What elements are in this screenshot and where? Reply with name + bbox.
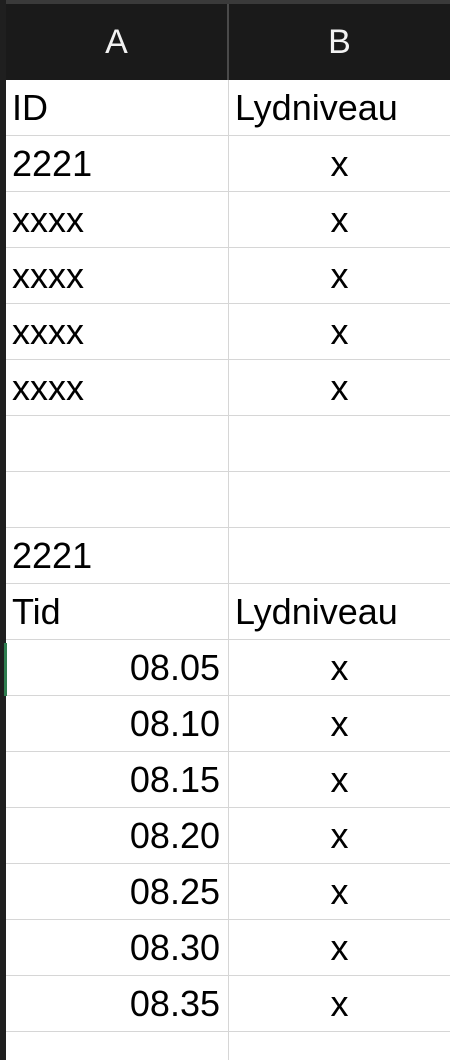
cell-a[interactable] (6, 472, 229, 527)
table-row: 2221 (6, 528, 450, 584)
cell-a[interactable]: 08.05 (6, 640, 229, 695)
cell-b[interactable] (229, 528, 450, 583)
cell-b[interactable]: x (330, 366, 349, 408)
cell-a[interactable]: ID (6, 80, 229, 135)
cell-a[interactable] (6, 416, 229, 471)
cell-a[interactable]: 08.15 (6, 752, 229, 807)
cell-b[interactable]: x (330, 982, 349, 1024)
table-row: xxxx x (6, 360, 450, 416)
cell-a[interactable]: xxxx (6, 248, 229, 303)
table-row: xxxx x (6, 304, 450, 360)
cell-b[interactable]: x (330, 702, 349, 744)
cell-b[interactable]: x (330, 310, 349, 352)
table-row: 2221 x (6, 136, 450, 192)
cell-b[interactable]: Lydniveau (235, 590, 398, 632)
cell-b[interactable]: x (330, 646, 349, 688)
cell-b[interactable]: Lydniveau (235, 86, 398, 128)
cell-b[interactable]: x (330, 142, 349, 184)
table-row: xxxx x (6, 248, 450, 304)
table-row: 08.20 x (6, 808, 450, 864)
cell-a[interactable]: xxxx (6, 304, 229, 359)
cell-a[interactable] (6, 1032, 229, 1060)
cell-a[interactable]: 2221 (6, 136, 229, 191)
table-row: 08.25 x (6, 864, 450, 920)
cell-a[interactable]: 08.30 (6, 920, 229, 975)
cell-a[interactable]: 08.25 (6, 864, 229, 919)
table-row: 08.10 x (6, 696, 450, 752)
cell-b[interactable]: x (330, 758, 349, 800)
table-row: ID Lydniveau (6, 80, 450, 136)
cell-a[interactable]: 2221 (6, 528, 229, 583)
table-row: Tid Lydniveau (6, 584, 450, 640)
cell-b[interactable] (229, 416, 450, 471)
table-row: 08.35 x (6, 976, 450, 1032)
column-header-b[interactable]: B (328, 22, 351, 61)
cell-b[interactable]: x (330, 254, 349, 296)
table-row (6, 472, 450, 528)
column-header-a[interactable]: A (6, 4, 229, 80)
table-row (6, 416, 450, 472)
column-header-row: A B (6, 0, 450, 80)
cell-a[interactable]: 08.10 (6, 696, 229, 751)
cell-a[interactable]: 08.35 (6, 976, 229, 1031)
cell-a[interactable]: xxxx (6, 360, 229, 415)
cell-a[interactable]: xxxx (6, 192, 229, 247)
cell-b[interactable] (229, 472, 450, 527)
cell-b[interactable] (229, 1032, 450, 1060)
cell-b[interactable]: x (330, 814, 349, 856)
row-header-strip[interactable] (0, 0, 6, 1060)
table-row: xxxx x (6, 192, 450, 248)
table-row (6, 1032, 450, 1060)
cell-b[interactable]: x (330, 870, 349, 912)
table-row: 08.30 x (6, 920, 450, 976)
cell-a[interactable]: 08.20 (6, 808, 229, 863)
cell-a[interactable]: Tid (6, 584, 229, 639)
table-row: 08.15 x (6, 752, 450, 808)
active-cell-indicator (4, 643, 7, 696)
table-row: 08.05 x (6, 640, 450, 696)
cell-b[interactable]: x (330, 198, 349, 240)
cell-grid: ID Lydniveau 2221 x xxxx x xxxx x xxxx x xxxx x 2221… (6, 80, 450, 1060)
cell-b[interactable]: x (330, 926, 349, 968)
